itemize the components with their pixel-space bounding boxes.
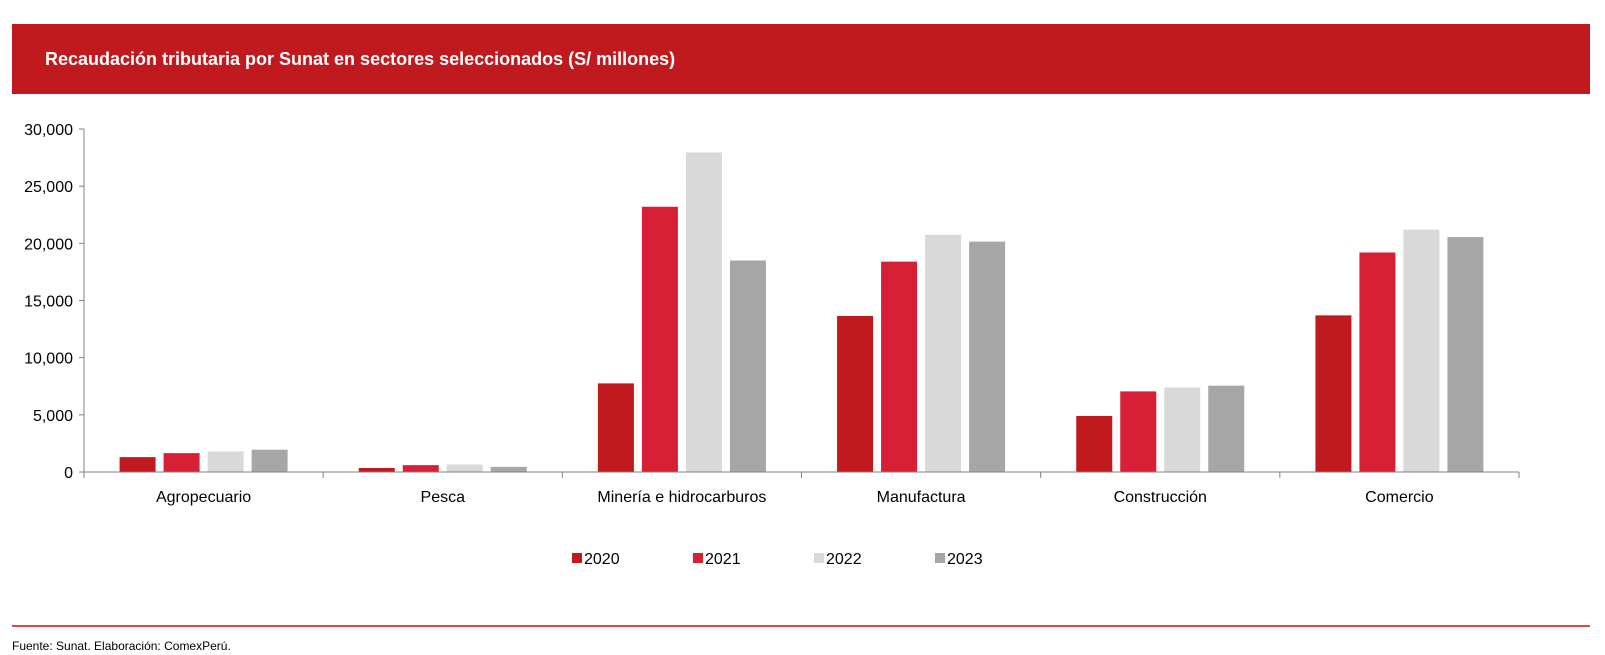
bar-2022 (1403, 229, 1440, 472)
y-tick-label: 10,000 (24, 351, 73, 368)
bar-2023 (490, 466, 527, 472)
bar-2021 (163, 453, 200, 472)
y-tick-label: 20,000 (24, 236, 73, 253)
bar-2020 (837, 315, 874, 472)
x-tick-label: Agropecuario (156, 489, 251, 506)
bar-2021 (641, 206, 678, 472)
bar-2023 (251, 449, 288, 472)
bar-2022 (207, 451, 244, 472)
bar-2022 (1164, 387, 1201, 472)
x-tick-label: Construcción (1114, 489, 1207, 506)
bar-2022 (446, 464, 483, 472)
y-tick-label: 0 (64, 465, 73, 482)
x-tick-label: Comercio (1365, 489, 1434, 506)
legend-swatch-2023 (935, 553, 945, 563)
y-tick-label: 5,000 (33, 408, 73, 425)
x-tick-label: Pesca (421, 489, 466, 506)
bar-2023 (1208, 385, 1245, 472)
bar-2020 (1315, 315, 1352, 472)
footer-divider (12, 625, 1590, 627)
x-tick-label: Manufactura (877, 489, 966, 506)
y-tick-label: 15,000 (24, 294, 73, 311)
bar-2023 (1447, 237, 1484, 472)
bar-2021 (881, 261, 918, 472)
legend-label: 2021 (705, 551, 741, 568)
chart-title: Recaudación tributaria por Sunat en sect… (45, 49, 676, 69)
legend-label: 2023 (947, 551, 983, 568)
y-tick-label: 30,000 (24, 122, 73, 139)
legend-swatch-2021 (693, 553, 703, 563)
bar-2020 (119, 457, 156, 472)
legend-swatch-2022 (814, 553, 824, 563)
bar-2020 (358, 467, 395, 472)
bar-2021 (1120, 391, 1157, 472)
chart-title-bar: Recaudación tributaria por Sunat en sect… (12, 24, 1590, 94)
legend-label: 2022 (826, 551, 862, 568)
y-tick-label: 25,000 (24, 179, 73, 196)
x-tick-label: Minería e hidrocarburos (597, 489, 766, 506)
bar-2020 (1076, 415, 1113, 472)
bar-2023 (969, 241, 1006, 472)
bar-2023 (729, 260, 766, 472)
legend-swatch-2020 (572, 553, 582, 563)
bar-2022 (685, 152, 722, 472)
bar-2020 (597, 383, 634, 472)
legend-label: 2020 (584, 551, 620, 568)
bar-2021 (1359, 252, 1396, 472)
bar-2022 (925, 234, 962, 472)
bar-2021 (402, 465, 439, 472)
source-note: Fuente: Sunat. Elaboración: ComexPerú. (12, 639, 231, 653)
